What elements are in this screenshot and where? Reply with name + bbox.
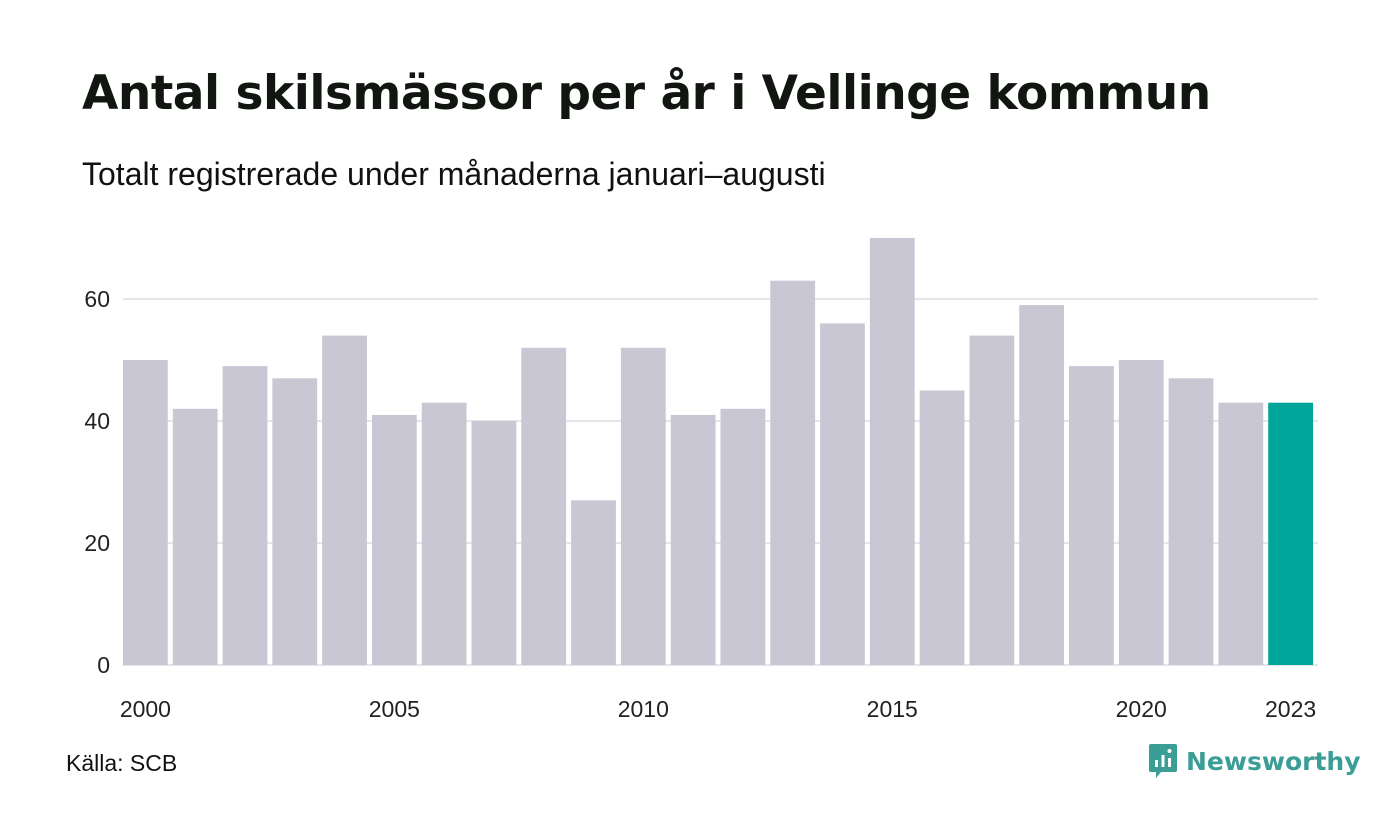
bar-2012 — [720, 408, 766, 665]
brand-name: Newsworthy — [1186, 746, 1361, 776]
bar-2017 — [969, 335, 1015, 665]
bar-2022 — [1218, 402, 1264, 665]
chart-title: Antal skilsmässor per år i Vellinge komm… — [82, 66, 1211, 121]
bar-2015 — [869, 238, 915, 665]
bar-2014 — [820, 323, 865, 665]
brand: Newsworthy — [1148, 743, 1361, 779]
chart-subtitle: Totalt registrerade under månaderna janu… — [82, 156, 826, 192]
bar-2001 — [172, 408, 218, 665]
bar-2011 — [670, 414, 716, 665]
bar-2019 — [1069, 366, 1114, 665]
bar-2007 — [471, 421, 517, 665]
y-tick-label-60: 60 — [84, 286, 110, 312]
x-tick-label-2000: 2000 — [120, 696, 171, 722]
bar-2006 — [421, 402, 467, 665]
bar-2023 — [1268, 402, 1313, 665]
bar-2004 — [322, 335, 367, 665]
x-tick-label-2023: 2023 — [1265, 696, 1316, 722]
source-note: Källa: SCB — [66, 750, 178, 776]
x-tick-label-2010: 2010 — [618, 696, 669, 722]
bar-chart: 0 20 40 60 2000 2005 2010 2015 2020 2023 — [84, 238, 1318, 722]
x-axis-labels: 2000 2005 2010 2015 2020 2023 — [120, 696, 1316, 722]
y-tick-label-20: 20 — [84, 530, 110, 556]
y-tick-label-0: 0 — [97, 652, 110, 678]
bar-2008 — [521, 347, 567, 665]
bar-2018 — [1019, 305, 1065, 665]
y-axis-labels: 0 20 40 60 — [84, 286, 110, 678]
bar-2002 — [222, 366, 268, 665]
bar-2020 — [1118, 360, 1164, 665]
x-tick-label-2005: 2005 — [369, 696, 420, 722]
bar-2005 — [371, 414, 417, 665]
newsworthy-logo-icon — [1149, 744, 1177, 778]
x-tick-label-2020: 2020 — [1116, 696, 1167, 722]
bar-2009 — [571, 500, 616, 665]
bar-2016 — [919, 390, 965, 665]
bar-2000 — [123, 360, 168, 665]
y-tick-label-40: 40 — [84, 408, 110, 434]
bar-2010 — [620, 347, 666, 665]
x-tick-label-2015: 2015 — [867, 696, 918, 722]
bar-2021 — [1168, 378, 1214, 665]
bar-2013 — [770, 280, 816, 665]
bar-2003 — [272, 378, 318, 665]
bars — [123, 238, 1313, 665]
